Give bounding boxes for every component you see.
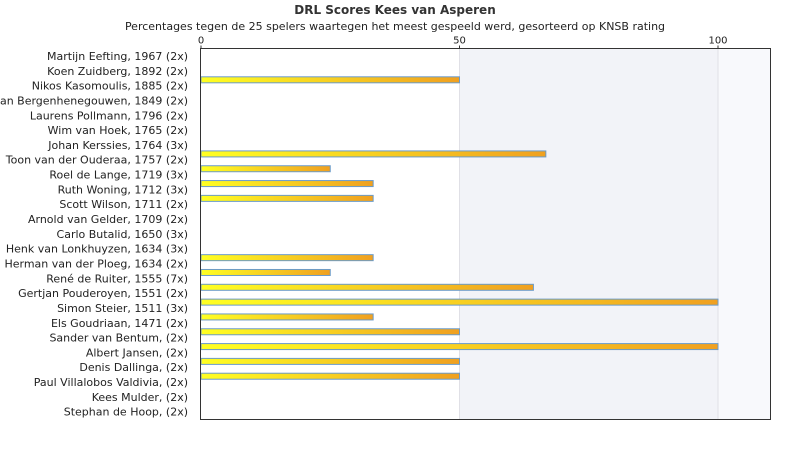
bar	[200, 254, 374, 262]
category-label: Laurens Pollmann, 1796 (2x)	[30, 109, 188, 122]
plot-band	[718, 48, 771, 420]
category-label: Ruth Woning, 1712 (3x)	[58, 183, 188, 196]
bar	[200, 313, 374, 321]
category-label: van Bergenhenegouwen, 1849 (2x)	[0, 94, 188, 107]
chart-subtitle: Percentages tegen de 25 spelers waartege…	[124, 20, 666, 33]
category-label: Simon Steier, 1511 (3x)	[57, 302, 188, 315]
category-label: Koen Zuidberg, 1892 (2x)	[47, 65, 188, 78]
bar	[200, 150, 547, 158]
category-label: Toon van der Ouderaa, 1757 (2x)	[5, 154, 188, 167]
category-label: Sander van Bentum, (2x)	[49, 332, 188, 345]
bar	[200, 194, 374, 202]
category-label: Els Goudriaan, 1471 (2x)	[51, 317, 188, 330]
bar	[200, 357, 460, 365]
category-label: Stephan de Hoop, (2x)	[64, 406, 188, 419]
category-label: Nikos Kasomoulis, 1885 (2x)	[32, 80, 188, 93]
plot-band	[459, 48, 718, 420]
tick-label: 0	[198, 36, 204, 47]
category-label: Johan Kerssies, 1764 (3x)	[47, 139, 188, 152]
category-label: Gertjan Pouderoyen, 1551 (2x)	[18, 287, 188, 300]
category-label: Wim van Hoek, 1765 (2x)	[48, 124, 188, 137]
category-label: Arnold van Gelder, 1709 (2x)	[28, 213, 188, 226]
bar	[200, 165, 331, 173]
category-label: Denis Dallinga, (2x)	[79, 361, 188, 374]
bar	[200, 180, 374, 188]
category-label: Kees Mulder, (2x)	[92, 391, 188, 404]
category-label: Scott Wilson, 1711 (2x)	[59, 198, 188, 211]
tick-label: 100	[708, 36, 727, 47]
tick-label: 50	[453, 36, 466, 47]
bar	[200, 283, 534, 291]
bar	[200, 298, 719, 306]
category-label: Albert Jansen, (2x)	[86, 346, 188, 359]
bar	[200, 372, 460, 380]
bar	[200, 328, 460, 336]
plot-frame	[200, 48, 771, 420]
category-label: Roel de Lange, 1719 (3x)	[49, 169, 188, 182]
category-label: René de Ruiter, 1555 (7x)	[46, 272, 188, 285]
category-label: Carlo Butalid, 1650 (3x)	[57, 228, 188, 241]
category-label: Paul Villalobos Valdivia, (2x)	[34, 376, 188, 389]
category-label: Henk van Lonkhuyzen, 1634 (3x)	[6, 243, 188, 256]
bar	[200, 343, 719, 351]
bar	[200, 268, 331, 276]
category-label: Martijn Eefting, 1967 (2x)	[47, 50, 188, 63]
bar	[200, 76, 460, 84]
chart-title: DRL Scores Kees van Asperen	[294, 3, 496, 17]
category-label: Herman van der Ploeg, 1634 (2x)	[4, 257, 188, 270]
